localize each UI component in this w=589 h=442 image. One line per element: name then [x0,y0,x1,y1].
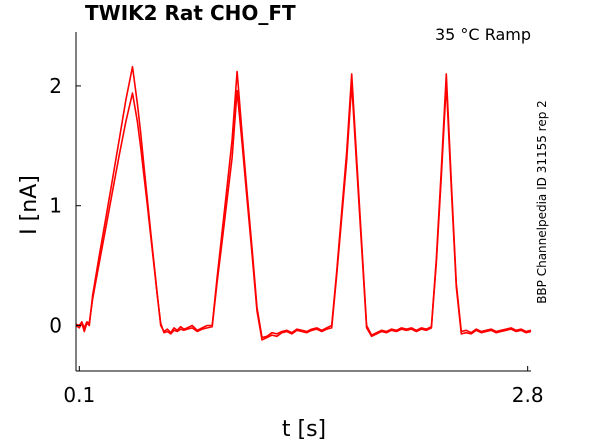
x-axis-ticks: 0.1 2.8 [63,366,544,407]
x-tick-label: 2.8 [512,383,544,407]
plot-area [75,65,532,341]
y-tick-label: 0 [49,313,62,337]
y-tick-label: 1 [49,194,62,218]
channelpedia-id-label: BBP Channelpedia ID 31155 rep 2 [535,100,549,304]
current-trace-2 [75,82,532,341]
x-tick-label: 0.1 [63,383,95,407]
y-tick-label: 2 [49,74,62,98]
x-axis-label: t [s] [282,417,326,442]
y-axis-ticks: 0 1 2 [49,74,81,337]
temperature-protocol-label: 35 °C Ramp [435,25,531,44]
chart-title: TWIK2 Rat CHO_FT [85,1,296,25]
y-axis-label: I [nA] [17,175,42,235]
current-trace-1 [75,65,532,339]
